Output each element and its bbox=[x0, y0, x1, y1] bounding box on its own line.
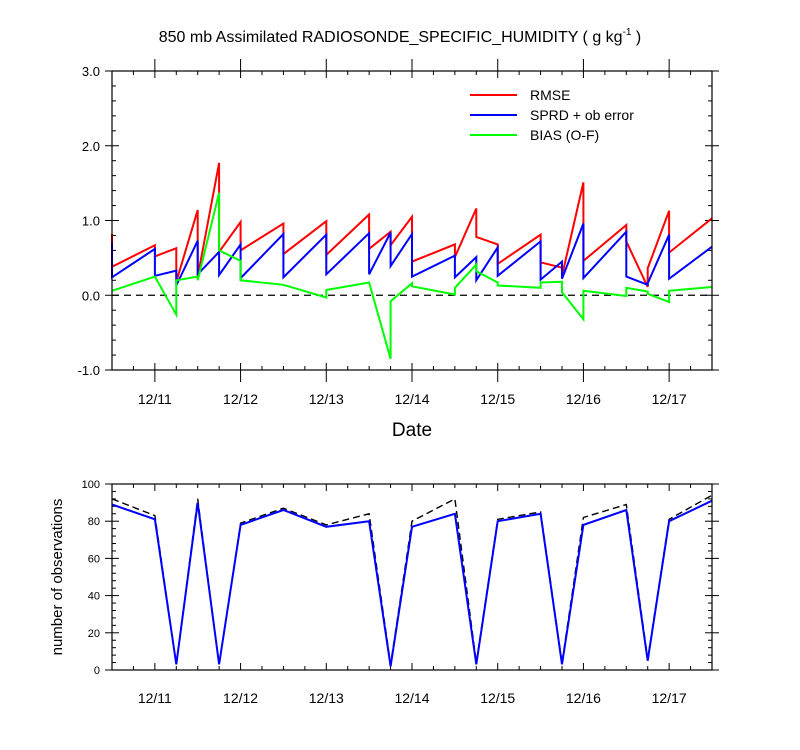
bottom-chart-x-tick-label: 12/13 bbox=[309, 690, 344, 706]
top-chart-x-tick-labels: 12/11 12/12 12/13 12/14 12/15 12/16 12/17 bbox=[138, 391, 687, 407]
top-chart-series-sprd-ob-error bbox=[111, 223, 713, 287]
bottom-chart-y-axis-label: number of observations bbox=[49, 499, 66, 656]
bottom-chart-y-tick-label: 100 bbox=[82, 479, 100, 491]
legend-label: SPRD + ob error bbox=[530, 107, 634, 123]
top-chart-x-tick-label: 12/15 bbox=[480, 391, 515, 407]
bottom-chart-y-tick-label: 40 bbox=[88, 591, 100, 603]
bottom-chart-y-tick-labels: 0 20 40 60 80 100 bbox=[82, 479, 100, 677]
bottom-chart-series bbox=[111, 494, 713, 667]
top-chart-x-axis-label: Date bbox=[392, 420, 432, 441]
top-chart-x-tick-label: 12/11 bbox=[138, 391, 172, 407]
top-chart-ticks bbox=[105, 59, 719, 382]
top-chart-y-tick-label: 0.0 bbox=[82, 288, 100, 303]
bottom-chart-x-tick-label: 12/17 bbox=[652, 690, 687, 706]
top-chart-y-tick-labels: -1.0 0.0 1.0 2.0 3.0 bbox=[78, 64, 100, 378]
bottom-chart-x-tick-label: 12/16 bbox=[566, 690, 601, 706]
top-chart-y-tick-label: 2.0 bbox=[82, 139, 100, 154]
top-chart-x-tick-label: 12/14 bbox=[394, 391, 429, 407]
top-chart-series-bias-o-f bbox=[111, 192, 713, 360]
chart-title-superscript: -1 bbox=[623, 27, 632, 38]
legend-label: RMSE bbox=[530, 87, 570, 103]
bottom-chart-frame bbox=[111, 483, 713, 671]
bottom-chart-x-tick-label: 12/11 bbox=[138, 690, 172, 706]
top-chart-y-tick-label: -1.0 bbox=[78, 363, 100, 378]
bottom-chart-y-tick-label: 0 bbox=[94, 665, 100, 677]
top-chart-series bbox=[111, 162, 713, 360]
top-chart-x-tick-label: 12/13 bbox=[309, 391, 344, 407]
top-chart-y-tick-label: 1.0 bbox=[82, 214, 100, 229]
top-chart-x-tick-label: 12/16 bbox=[566, 391, 601, 407]
bottom-chart-x-tick-label: 12/14 bbox=[394, 690, 429, 706]
bottom-chart-y-tick-label: 80 bbox=[88, 516, 100, 528]
bottom-chart-x-tick-label: 12/12 bbox=[223, 690, 258, 706]
chart-legend: RMSE SPRD + ob error BIAS (O-F) bbox=[470, 87, 634, 143]
bottom-chart-series-possible bbox=[111, 494, 713, 665]
top-chart-x-tick-label: 12/12 bbox=[223, 391, 258, 407]
bottom-chart-y-tick-label: 60 bbox=[88, 553, 100, 565]
top-chart-panel: -1.00.01.02.03.0 12/11 12/12 12/13 12/14 12/… bbox=[78, 59, 719, 441]
bottom-chart-y-tick-label: 20 bbox=[88, 628, 100, 640]
bottom-chart-x-tick-label: 12/15 bbox=[480, 690, 515, 706]
bottom-chart-x-tick-labels: 12/11 12/12 12/13 12/14 12/15 12/16 12/17 bbox=[138, 690, 687, 706]
top-chart-x-tick-label: 12/17 bbox=[652, 391, 687, 407]
chart-title: 850 mb Assimilated RADIOSONDE_SPECIFIC_H… bbox=[159, 27, 642, 46]
legend-label: BIAS (O-F) bbox=[530, 127, 599, 143]
top-chart-frame bbox=[111, 70, 713, 371]
top-chart-y-tick-label: 3.0 bbox=[82, 64, 100, 79]
bottom-chart-series-used bbox=[111, 499, 713, 667]
